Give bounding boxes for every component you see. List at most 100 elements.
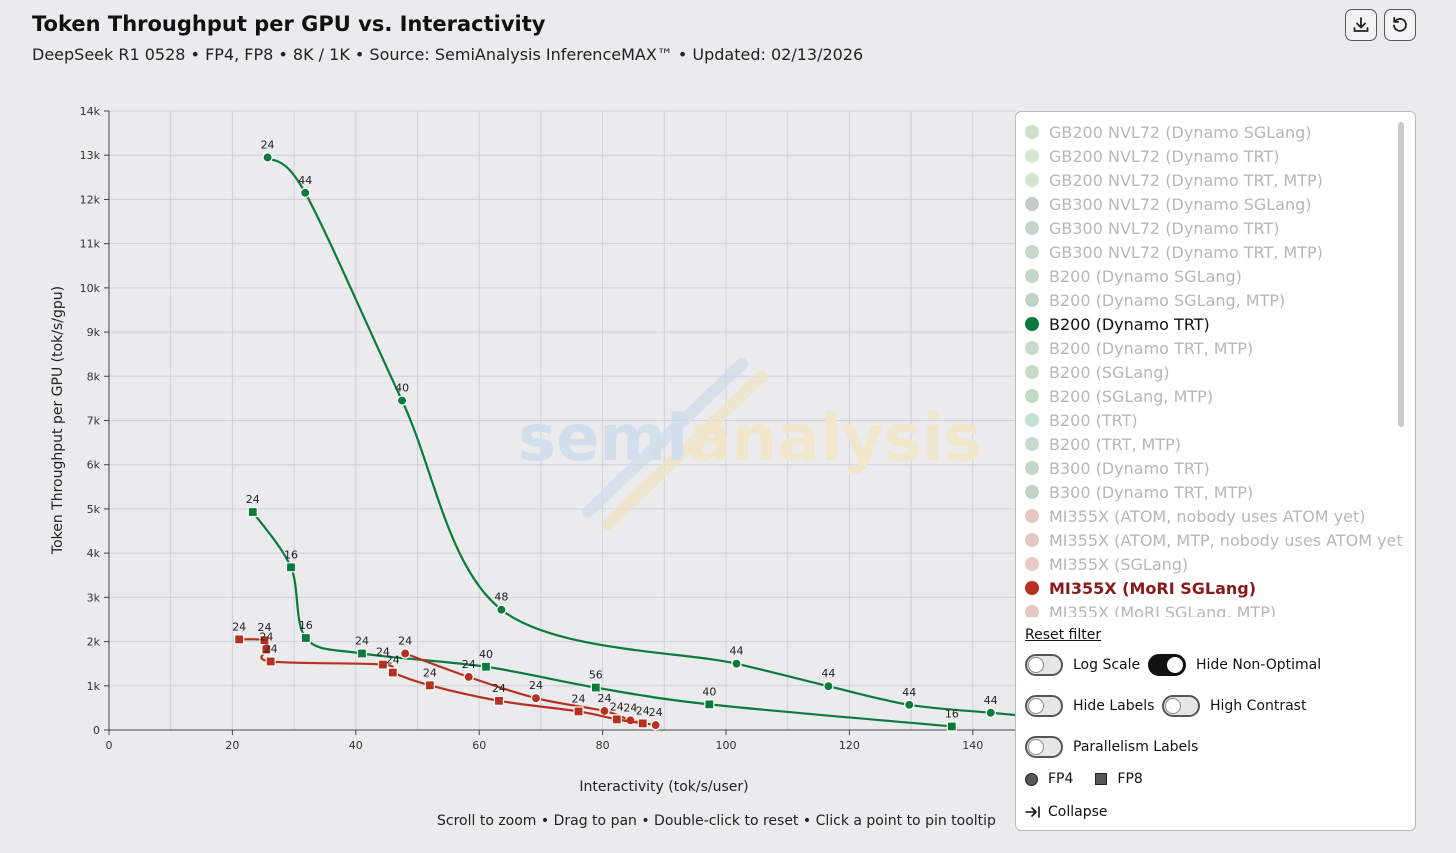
data-point[interactable] (611, 714, 622, 725)
collapse-arrow-icon (1025, 806, 1040, 818)
legend-item[interactable]: GB300 NVL72 (Dynamo SGLang) (1016, 192, 1404, 216)
legend-item[interactable]: B200 (SGLang, MTP) (1016, 384, 1404, 408)
hide-labels-toggle[interactable] (1025, 695, 1063, 717)
legend-item-label: B200 (Dynamo TRT) (1049, 314, 1210, 334)
data-point[interactable] (399, 648, 411, 659)
log-scale-toggle[interactable] (1025, 654, 1063, 676)
data-point[interactable] (590, 682, 601, 693)
y-tick-label: 5k (87, 503, 101, 516)
x-tick-label: 100 (716, 739, 737, 752)
hide-non-optimal-row: Hide Non-Optimal (1148, 654, 1321, 676)
hide-non-optimal-label: Hide Non-Optimal (1196, 657, 1322, 673)
high-contrast-label: High Contrast (1210, 698, 1307, 714)
data-point[interactable] (573, 706, 584, 717)
y-axis-label: Token Throughput per GPU (tok/s/gpu) (50, 286, 66, 555)
data-point-label: 40 (479, 648, 493, 661)
data-point[interactable] (299, 187, 311, 199)
data-point[interactable] (496, 604, 507, 615)
legend-item[interactable]: MI355X (ATOM, MTP, nobody uses ATOM yet) (1016, 528, 1404, 552)
data-point[interactable] (356, 648, 368, 659)
legend-item[interactable]: GB200 NVL72 (Dynamo TRT) (1016, 144, 1404, 168)
data-point[interactable] (300, 632, 311, 644)
legend-item[interactable]: MI355X (ATOM, nobody uses ATOM yet) (1016, 504, 1404, 528)
legend-item-label: B200 (SGLang, MTP) (1049, 386, 1214, 406)
legend-color-dot-icon (1025, 557, 1039, 571)
data-point[interactable] (985, 707, 996, 719)
data-point-label: 16 (284, 548, 298, 561)
legend-item[interactable]: GB300 NVL72 (Dynamo TRT) (1016, 216, 1404, 240)
legend-item[interactable]: B200 (TRT) (1016, 408, 1404, 432)
legend-item[interactable]: B300 (Dynamo TRT) (1016, 456, 1404, 480)
legend-item[interactable]: MI355X (MoRI SGLang, MTP) (1016, 600, 1404, 617)
data-point[interactable] (704, 699, 715, 710)
legend-item[interactable]: GB200 NVL72 (Dynamo TRT, MTP) (1016, 168, 1404, 192)
legend-item-label: GB300 NVL72 (Dynamo TRT, MTP) (1049, 242, 1323, 262)
x-tick-label: 120 (839, 739, 860, 752)
legend-item[interactable]: B200 (SGLang) (1016, 360, 1404, 384)
legend-scrollbar[interactable] (1398, 122, 1404, 427)
data-point-label: 24 (398, 635, 412, 648)
legend-color-dot-icon (1025, 269, 1039, 283)
data-point-label: 44 (902, 686, 916, 699)
legend-item[interactable]: B200 (Dynamo TRT, MTP) (1016, 336, 1404, 360)
legend-item[interactable]: B300 (Dynamo TRT, MTP) (1016, 480, 1404, 504)
data-point[interactable] (247, 506, 258, 518)
y-tick-label: 6k (87, 459, 101, 472)
data-point[interactable] (731, 658, 742, 669)
y-tick-label: 4k (87, 547, 101, 560)
y-tick-label: 10k (80, 282, 101, 295)
legend-color-dot-icon (1025, 461, 1039, 475)
legend-item[interactable]: GB300 NVL72 (Dynamo TRT, MTP) (1016, 240, 1404, 264)
data-point[interactable] (493, 695, 505, 706)
y-tick-label: 1k (87, 680, 101, 693)
x-tick-label: 40 (349, 739, 363, 752)
data-point[interactable] (946, 721, 957, 732)
data-point[interactable] (530, 692, 542, 704)
data-point[interactable] (463, 671, 474, 683)
data-point[interactable] (637, 718, 648, 729)
data-point[interactable] (285, 562, 297, 573)
download-button[interactable] (1345, 9, 1377, 41)
data-point[interactable] (396, 395, 408, 406)
legend-color-dot-icon (1025, 389, 1039, 403)
parallelism-labels-toggle[interactable] (1025, 736, 1063, 758)
data-point[interactable] (387, 667, 398, 678)
reset-view-button[interactable] (1384, 9, 1416, 41)
hide-non-optimal-toggle[interactable] (1148, 654, 1186, 676)
data-point[interactable] (424, 680, 435, 691)
data-point[interactable] (234, 634, 245, 645)
high-contrast-toggle[interactable] (1162, 695, 1200, 717)
data-point[interactable] (599, 705, 610, 717)
data-point[interactable] (480, 661, 492, 672)
x-tick-label: 0 (106, 739, 113, 752)
collapse-button[interactable]: Collapse (1025, 804, 1108, 820)
data-point[interactable] (377, 659, 389, 670)
data-point[interactable] (261, 644, 272, 655)
legend-item[interactable]: B200 (Dynamo SGLang, MTP) (1016, 288, 1404, 312)
legend-item[interactable]: GB200 NVL72 (Dynamo SGLang) (1016, 120, 1404, 144)
legend-item[interactable]: B200 (Dynamo SGLang) (1016, 264, 1404, 288)
legend-item[interactable]: MI355X (SGLang) (1016, 552, 1404, 576)
y-tick-label: 8k (87, 370, 101, 383)
legend-item[interactable]: B200 (Dynamo TRT) (1016, 312, 1404, 336)
legend-item-label: B200 (TRT) (1049, 410, 1138, 430)
legend-item[interactable]: B200 (TRT, MTP) (1016, 432, 1404, 456)
legend-item[interactable]: MI355X (MoRI SGLang) (1016, 576, 1404, 600)
page-subtitle: DeepSeek R1 0528 • FP4, FP8 • 8K / 1K • … (32, 45, 864, 64)
data-point[interactable] (650, 719, 661, 731)
data-point[interactable] (265, 656, 276, 667)
legend-list[interactable]: GB200 NVL72 (Dynamo SGLang) GB200 NVL72 (… (1016, 120, 1404, 617)
data-point-label: 24 (623, 701, 637, 714)
data-point-label: 24 (649, 706, 663, 719)
reset-filter-link[interactable]: Reset filter (1025, 627, 1102, 643)
legend-color-dot-icon (1025, 149, 1039, 163)
data-point-label: 24 (492, 682, 506, 695)
data-point[interactable] (823, 680, 834, 692)
y-tick-label: 11k (80, 238, 101, 251)
data-point[interactable] (262, 152, 273, 163)
data-point-label: 24 (423, 666, 437, 679)
log-scale-label: Log Scale (1073, 657, 1141, 673)
data-point[interactable] (904, 699, 915, 711)
